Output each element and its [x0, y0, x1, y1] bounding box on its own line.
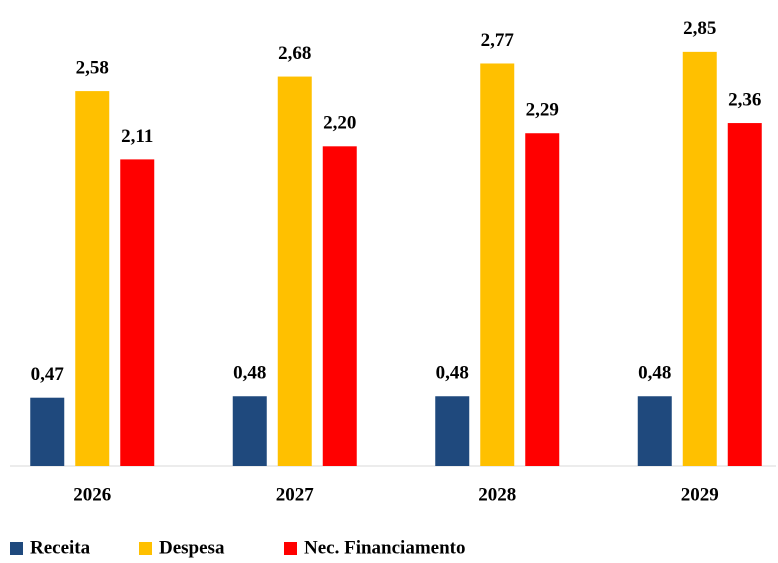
bar: [525, 133, 560, 466]
bar: [727, 123, 762, 466]
data-label: 0,48: [638, 363, 671, 384]
legend-label: Despesa: [159, 537, 225, 558]
data-label: 2,11: [121, 126, 153, 147]
data-label: 0,48: [436, 363, 469, 384]
bar: [480, 63, 515, 466]
data-label: 2,77: [481, 30, 515, 51]
data-label: 2,85: [683, 18, 716, 39]
bar: [322, 146, 357, 466]
bar: [435, 396, 470, 466]
legend-swatch: [284, 542, 297, 555]
x-tick-label: 2027: [276, 484, 315, 505]
legend-label: Nec. Financiamento: [304, 537, 465, 558]
legend-swatch: [10, 542, 23, 555]
bar: [232, 396, 267, 466]
bar: [682, 51, 717, 466]
bar: [30, 397, 65, 466]
bar: [120, 159, 155, 466]
x-tick-label: 2028: [478, 484, 516, 505]
data-label: 2,68: [278, 43, 311, 64]
data-label: 2,58: [76, 57, 109, 78]
legend-label: Receita: [30, 537, 91, 558]
x-tick-label: 2029: [681, 484, 719, 505]
data-label: 2,29: [526, 100, 559, 121]
x-tick-label: 2026: [73, 484, 111, 505]
data-label: 0,48: [233, 363, 266, 384]
legend-swatch: [139, 542, 152, 555]
bar: [277, 76, 312, 466]
bar: [637, 396, 672, 466]
bar: [75, 91, 110, 466]
data-label: 0,47: [31, 364, 65, 385]
data-label: 2,36: [728, 89, 761, 110]
data-label: 2,20: [323, 113, 356, 134]
